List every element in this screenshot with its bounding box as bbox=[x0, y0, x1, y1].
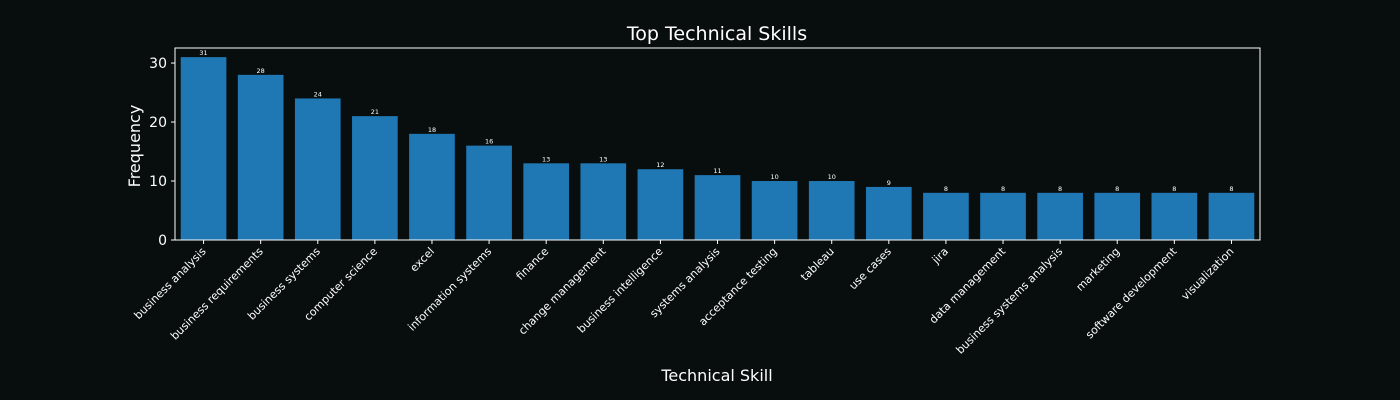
bar-7 bbox=[580, 163, 627, 240]
data-label-17: 8 bbox=[1172, 185, 1176, 193]
bar-14 bbox=[980, 192, 1026, 240]
chart-title: Top Technical Skills bbox=[626, 23, 807, 45]
x-tick-label-15: business systems analysis bbox=[954, 245, 1066, 357]
data-label-3: 21 bbox=[371, 108, 379, 116]
y-tick-label-1: 10 bbox=[149, 174, 167, 190]
plot-frame bbox=[174, 47, 1261, 241]
bar-15 bbox=[1037, 192, 1083, 240]
x-tick-label-16: marketing bbox=[1074, 245, 1123, 294]
data-label-16: 8 bbox=[1115, 185, 1119, 193]
bar-17 bbox=[1151, 192, 1198, 240]
bar-2 bbox=[294, 98, 341, 240]
bar-6 bbox=[523, 163, 570, 240]
x-tick-label-1: business requirements bbox=[168, 245, 266, 343]
data-labels-layer: 31 28 24 21 18 16 13 13 12 11 10 10 9 8 8 8 8 8 8 bbox=[199, 49, 1233, 193]
data-label-15: 8 bbox=[1058, 185, 1062, 193]
bar-4 bbox=[409, 133, 455, 240]
bar-12 bbox=[865, 186, 912, 240]
x-tick-label-11: tableau bbox=[798, 245, 837, 284]
y-tick-label-3: 30 bbox=[149, 56, 167, 72]
y-axis: 0 10 20 30 bbox=[149, 56, 175, 249]
bar-13 bbox=[923, 192, 969, 240]
y-tick-label-0: 0 bbox=[158, 233, 167, 249]
data-label-2: 24 bbox=[314, 90, 322, 98]
x-axis-label: Technical Skill bbox=[660, 366, 772, 385]
x-tick-label-13: jira bbox=[929, 245, 951, 267]
bars-layer bbox=[180, 57, 1255, 241]
y-axis-label: Frequency bbox=[125, 105, 144, 188]
data-label-18: 8 bbox=[1229, 185, 1233, 193]
x-tick-label-12: use cases bbox=[847, 245, 895, 293]
data-label-8: 12 bbox=[656, 161, 664, 169]
y-tick-label-2: 20 bbox=[149, 115, 167, 131]
bar-11 bbox=[808, 181, 855, 240]
data-label-0: 31 bbox=[199, 49, 207, 57]
bar-0 bbox=[180, 57, 227, 241]
data-label-12: 9 bbox=[887, 179, 891, 187]
data-label-1: 28 bbox=[257, 67, 265, 75]
x-tick-label-6: finance bbox=[514, 245, 552, 283]
data-label-14: 8 bbox=[1001, 185, 1005, 193]
data-label-13: 8 bbox=[944, 185, 948, 193]
bar-18 bbox=[1208, 192, 1255, 240]
bar-8 bbox=[637, 169, 684, 240]
data-label-7: 13 bbox=[599, 155, 607, 163]
x-tick-label-17: software development bbox=[1083, 244, 1180, 341]
data-label-5: 16 bbox=[485, 138, 493, 146]
bar-10 bbox=[751, 181, 798, 240]
x-tick-label-4: excel bbox=[408, 245, 438, 275]
bar-3 bbox=[352, 116, 398, 240]
bar-1 bbox=[237, 74, 284, 240]
data-label-6: 13 bbox=[542, 155, 550, 163]
x-tick-label-18: visualization bbox=[1179, 245, 1237, 303]
bar-16 bbox=[1094, 192, 1141, 240]
data-label-9: 11 bbox=[713, 167, 721, 175]
bar-9 bbox=[694, 175, 741, 240]
data-label-11: 10 bbox=[828, 173, 836, 181]
data-label-4: 18 bbox=[428, 126, 436, 134]
data-label-10: 10 bbox=[770, 173, 778, 181]
bar-5 bbox=[466, 145, 512, 240]
